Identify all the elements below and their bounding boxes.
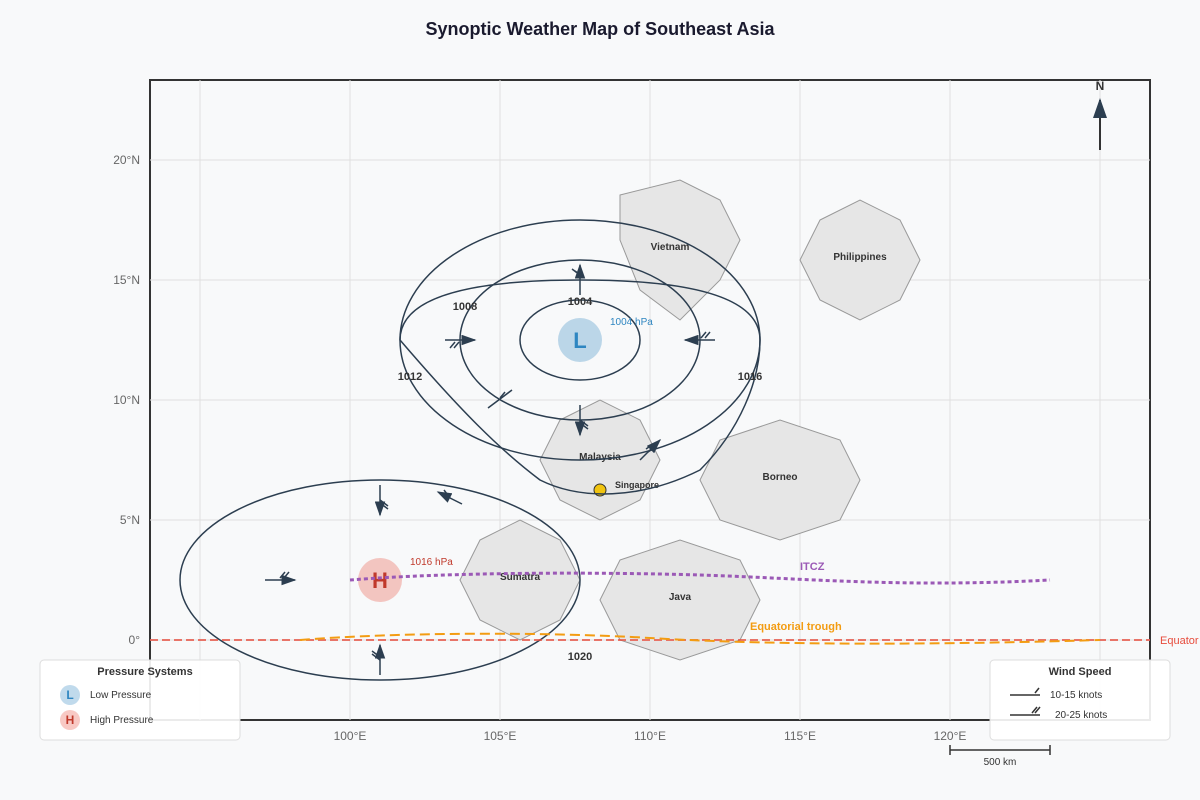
wind-barb (436, 489, 463, 505)
isobar-label: 1016 (738, 371, 762, 383)
wind-barb (445, 334, 477, 349)
lon-label: 100°E (334, 729, 367, 743)
lat-label: 10°N (113, 393, 140, 407)
wind-barb (374, 485, 389, 517)
legend-low-swatch (60, 685, 80, 705)
label-borneo: Borneo (763, 472, 798, 483)
itcz-line (349, 571, 1051, 585)
high-pressure-center (358, 558, 402, 602)
land-vietnam (619, 179, 741, 321)
land-sumatra (459, 519, 581, 641)
label-philippines: Philippines (833, 252, 887, 263)
lat-label: 5°N (120, 513, 140, 527)
singapore-marker (593, 483, 607, 497)
scale-bar (949, 745, 1051, 755)
longitude-labels: 100°E 105°E 110°E 115°E 120°E (334, 729, 967, 743)
wind-barb (639, 438, 662, 461)
equator-label: Equator (1160, 635, 1199, 647)
wind-barb (574, 405, 589, 437)
equatorial-trough-label: Equatorial trough (750, 621, 842, 633)
lon-label: 110°E (634, 729, 666, 743)
label-java: Java (669, 592, 692, 603)
legend-high-swatch (60, 710, 80, 730)
isobar-label: 1020 (568, 651, 592, 663)
north-label: N (1096, 79, 1105, 93)
high-pressure-symbol: H (372, 568, 388, 593)
scale-bar-label: 500 km (984, 757, 1017, 768)
wind-barbs (265, 263, 715, 675)
wind-barb (487, 389, 513, 409)
legend-high-symbol: H (66, 713, 75, 727)
pressure-legend-title: Pressure Systems (97, 666, 192, 678)
pressure-legend: Pressure Systems L Low Pressure H High P… (39, 659, 241, 741)
low-pressure-value: 1004 hPa (610, 317, 653, 328)
isobar-label: 1004 (568, 296, 593, 308)
label-vietnam: Vietnam (651, 242, 690, 253)
map-title: Synoptic Weather Map of Southeast Asia (425, 19, 775, 39)
low-pressure-symbol: L (573, 328, 586, 353)
lon-label: 120°E (934, 729, 967, 743)
legend-low-symbol: L (66, 688, 73, 702)
isobar-label: 1012 (398, 371, 422, 383)
lat-label: 0° (129, 633, 141, 647)
lat-label: 20°N (113, 153, 140, 167)
region-labels: Vietnam Philippines Malaysia Borneo Suma… (500, 242, 887, 603)
wind-barb (571, 263, 586, 295)
lon-label: 105°E (484, 729, 517, 743)
wind-legend-speed-2: 20-25 knots (1055, 710, 1107, 721)
lon-label: 115°E (784, 729, 816, 743)
lat-label: 15°N (113, 273, 140, 287)
wind-legend-barb-1 (1010, 687, 1040, 696)
legend-high-label: High Pressure (90, 715, 154, 726)
wind-legend-speed-1: 10-15 knots (1050, 690, 1102, 701)
itcz-label: ITCZ (800, 561, 825, 573)
wind-speed-legend: Wind Speed 10-15 knots 20-25 knots (989, 659, 1171, 741)
legend-low-label: Low Pressure (90, 690, 152, 701)
isobar-label: 1008 (453, 301, 477, 313)
high-pressure-value: 1016 hPa (410, 557, 453, 568)
isobar-1020 (179, 479, 581, 681)
wind-legend-barb-2 (1010, 706, 1041, 716)
isobar-1016 (399, 279, 761, 495)
equatorial-trough-line (299, 632, 1101, 645)
wind-barb (371, 643, 386, 675)
label-singapore: Singapore (615, 480, 659, 490)
latitude-labels: 20°N 15°N 10°N 5°N 0° (113, 153, 140, 647)
label-malaysia: Malaysia (579, 452, 621, 463)
isobar-labels: 1004 1008 1012 1016 1020 (398, 296, 762, 663)
label-sumatra: Sumatra (500, 572, 540, 583)
isobar-1004 (519, 299, 641, 381)
land-borneo (699, 419, 861, 541)
wind-legend-title: Wind Speed (1049, 666, 1112, 678)
wind-barb (265, 571, 297, 586)
low-pressure-center (558, 318, 602, 362)
wind-barb (683, 331, 715, 346)
land-philippines (799, 199, 921, 321)
